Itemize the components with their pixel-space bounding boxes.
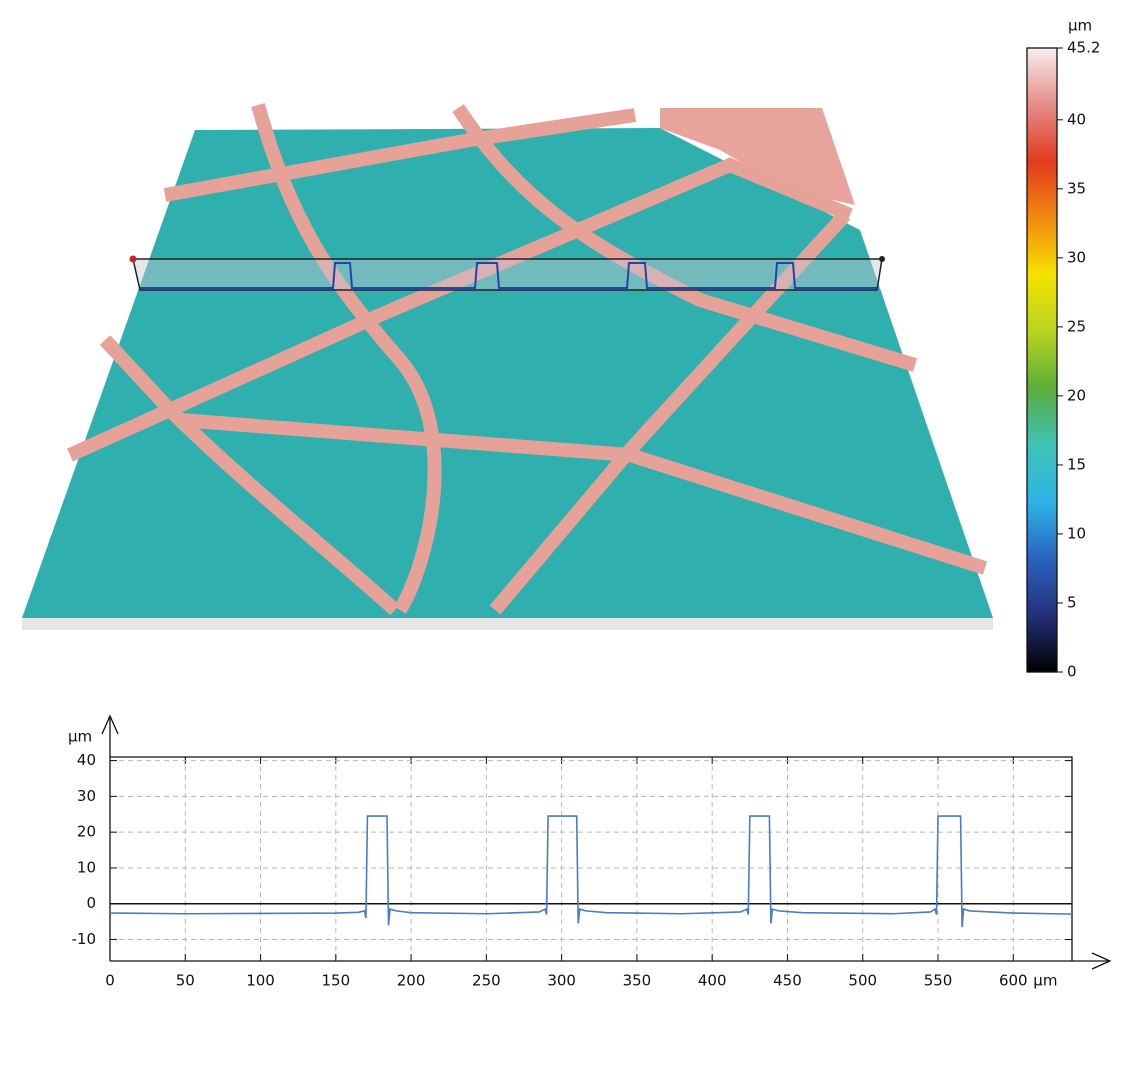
y-tick-label: 30 [77, 787, 96, 805]
y-arrow [101, 714, 119, 735]
x-tick-label: 100 [246, 972, 275, 990]
surface-render [22, 103, 993, 630]
x-tick-label: 300 [547, 972, 576, 990]
colorbar-tick-label: 45.2 [1067, 39, 1100, 57]
x-tick-label: 500 [848, 972, 877, 990]
x-tick-label: 400 [698, 972, 727, 990]
x-tick-label: 200 [397, 972, 426, 990]
x-tick-label: 350 [623, 972, 652, 990]
colorbar-tick-label: 40 [1067, 110, 1086, 128]
x-tick-label: 50 [176, 972, 195, 990]
y-unit: µm [68, 728, 92, 746]
profile-plane [133, 259, 882, 290]
x-arrow [1091, 952, 1112, 970]
pad [660, 108, 855, 205]
base [22, 618, 993, 630]
x-tick-label: 450 [773, 972, 802, 990]
colorbar-tick-label: 15 [1067, 455, 1086, 473]
colorbar: µm 0 5 10 15 20 25 30 35 40 45.2 [1026, 17, 1100, 681]
x-tick-label: 550 [924, 972, 953, 990]
profile-start [129, 255, 137, 263]
profile-line [109, 815, 1073, 928]
colorbar-scale [1026, 47, 1058, 673]
x-unit: µm [1033, 972, 1057, 990]
colorbar-tick-label: 10 [1067, 524, 1086, 542]
x-tick-label: 600 [999, 972, 1028, 990]
colorbar-tick-label: 30 [1067, 248, 1086, 266]
colorbar-tick-label: 25 [1067, 317, 1086, 335]
x-tick-label: 0 [105, 972, 115, 990]
x-tick-label: 250 [472, 972, 501, 990]
y-tick-label: 20 [77, 823, 96, 841]
y-tick-label: -10 [72, 930, 97, 948]
colorbar-tick-label: 5 [1067, 593, 1077, 611]
profile-end [879, 256, 885, 262]
y-tick-label: 40 [77, 751, 96, 769]
y-tick-label: 10 [77, 858, 96, 876]
ridges [67, 103, 988, 616]
y-tick-label: 0 [86, 894, 96, 912]
colorbar-tick-label: 20 [1067, 386, 1086, 404]
x-tick-label: 150 [322, 972, 351, 990]
profile-frame [132, 258, 883, 291]
colorbar-tick-label: 0 [1067, 663, 1077, 681]
colorbar-tick-label: 35 [1067, 179, 1086, 197]
profile-trace [140, 262, 877, 289]
profile-chart: 0 50 100 150 200 250 300 350 400 450 500 550 600 -10 0… [68, 714, 1112, 990]
plot-frame [110, 756, 1073, 961]
colorbar-unit: µm [1068, 17, 1092, 35]
